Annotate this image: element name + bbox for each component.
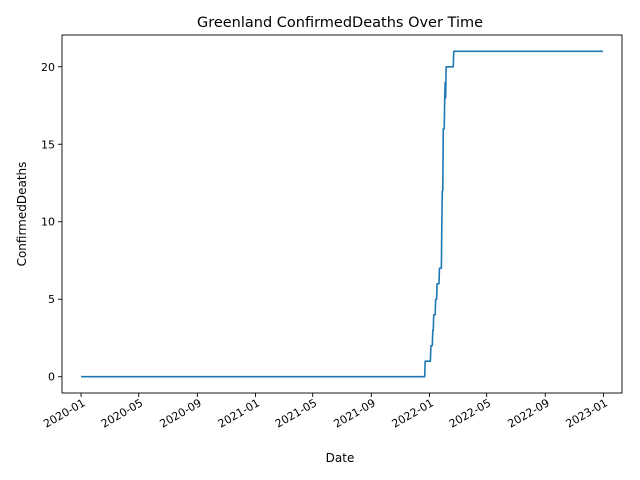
y-tick-label: 15 — [41, 138, 55, 151]
chart-title: Greenland ConfirmedDeaths Over Time — [197, 15, 483, 31]
x-tick-label: 2022-09 — [505, 396, 551, 430]
series-line — [81, 50, 603, 378]
y-tick-label: 0 — [48, 371, 55, 384]
y-axis-label: ConfirmedDeaths — [15, 162, 29, 267]
x-axis-label: Date — [326, 451, 355, 465]
y-tick-label: 10 — [41, 216, 55, 229]
plot-lines — [81, 50, 603, 378]
y-tick-label: 5 — [48, 293, 55, 306]
x-tick-label: 2021-05 — [273, 396, 319, 430]
x-tick-label: 2022-05 — [447, 396, 493, 430]
x-tick-label: 2020-05 — [99, 396, 145, 430]
y-axis: 0 5 10 15 20 — [41, 61, 62, 384]
plot-frame — [61, 34, 623, 394]
x-tick-label: 2023-01 — [564, 396, 610, 430]
x-axis: 2020-01 2020-05 2020-09 2021-01 2021-05 2021-… — [41, 393, 610, 431]
x-tick-label: 2021-09 — [332, 396, 378, 430]
x-tick-label: 2020-09 — [158, 396, 204, 430]
x-tick-label: 2021-01 — [216, 396, 262, 430]
x-tick-label: 2020-01 — [41, 396, 87, 430]
x-tick-label: 2022-01 — [390, 396, 436, 430]
y-tick-label: 20 — [41, 61, 55, 74]
